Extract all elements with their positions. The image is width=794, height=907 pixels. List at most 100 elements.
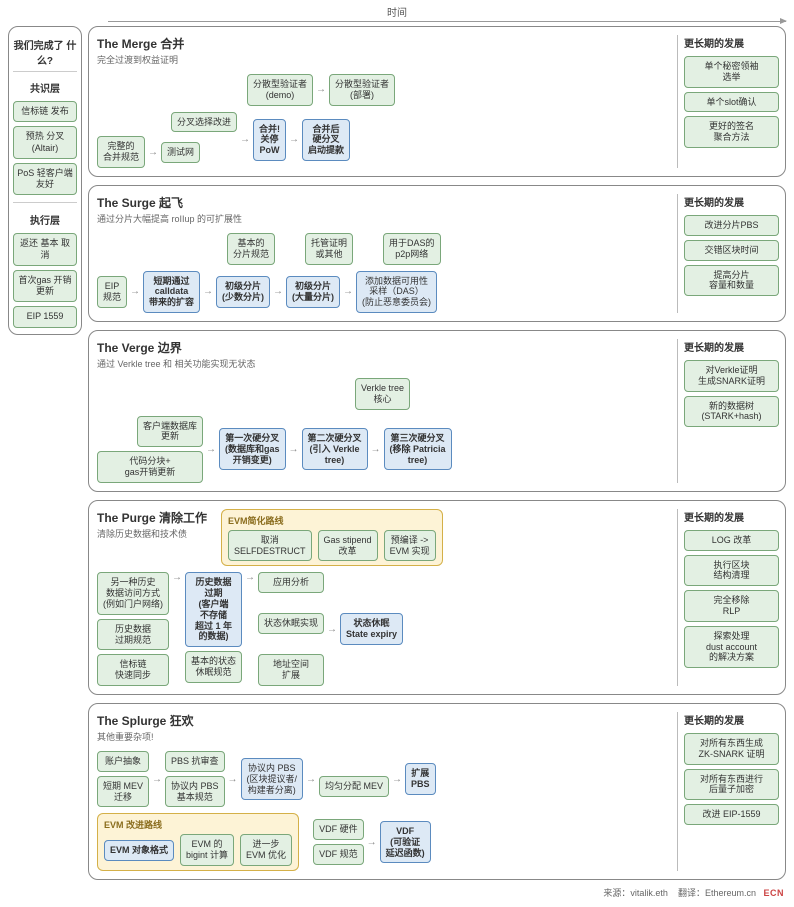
- arrow-icon: →: [288, 134, 300, 145]
- node-milestone: 合并! 关停 PoW: [253, 119, 286, 161]
- arrow-icon: →: [342, 286, 354, 297]
- section-merge: The Merge 合并 完全过渡到权益证明 分散型验证者 (demo)→ 分散…: [88, 26, 786, 177]
- node: 代码分块+ gas开销更新: [97, 451, 203, 483]
- node: 用于DAS的 p2p网络: [383, 233, 441, 265]
- node-milestone: 初级分片 (少数分片): [216, 276, 270, 308]
- node: 预编译 -> EVM 实现: [384, 530, 436, 562]
- node: 历史数据 过期规范: [97, 619, 169, 651]
- arrow-icon: →: [370, 444, 382, 455]
- right-col-title: 更长期的发展: [684, 509, 779, 524]
- node: EIP 规范: [97, 276, 127, 308]
- arrow-icon: →: [326, 624, 338, 635]
- section-title: The Verge 边界: [97, 339, 673, 356]
- right-item: 对所有东西进行 后量子加密: [684, 769, 779, 801]
- arrow-icon: →: [129, 286, 141, 297]
- node: 均匀分配 MEV: [319, 776, 389, 797]
- node: 分散型验证者 (部署): [329, 74, 395, 106]
- right-item: 更好的签名 聚合方法: [684, 116, 779, 148]
- footer-translator: 翻译：Ethereum.cn: [678, 888, 756, 898]
- right-item: 单个秘密领袖 选举: [684, 56, 779, 88]
- right-item: 改进 EIP-1559: [684, 804, 779, 825]
- arrow-icon: →: [151, 774, 163, 785]
- section-title: The Splurge 狂欢: [97, 712, 673, 729]
- arrow-icon: →: [202, 286, 214, 297]
- node: 取消 SELFDESTRUCT: [228, 530, 312, 562]
- arrow-icon: →: [244, 572, 256, 686]
- right-col-title: 更长期的发展: [684, 712, 779, 727]
- section-subtitle: 其他重要杂项!: [97, 730, 673, 743]
- node: VDF 规范: [313, 844, 364, 865]
- node: 地址空间 扩展: [258, 654, 324, 686]
- footer: 来源：vitalik.eth 翻译：Ethereum.cn ECN: [8, 886, 786, 899]
- right-item: 交错区块时间: [684, 240, 779, 261]
- node-milestone: 合并后 硬分叉 启动提款: [302, 119, 350, 161]
- node-milestone: 扩展 PBS: [405, 763, 436, 795]
- node-milestone: 第一次硬分叉 (数据库和gas 开销变更): [219, 428, 286, 470]
- sidebar-layer-consensus: 共识层: [13, 78, 77, 97]
- arrow-icon: →: [366, 837, 378, 848]
- sidebar-item: 首次gas 开销更新: [13, 270, 77, 303]
- node: Gas stipend 改革: [318, 530, 378, 562]
- group-title: EVM简化路线: [228, 514, 436, 527]
- right-col-title: 更长期的发展: [684, 194, 779, 209]
- node: 信标链 快速同步: [97, 654, 169, 686]
- timeline-label: 时间: [8, 4, 786, 19]
- section-purge: The Purge 清除工作 清除历史数据和技术债 EVM简化路线 取消 SEL…: [88, 500, 786, 695]
- evm-simplify-group: EVM简化路线 取消 SELFDESTRUCT Gas stipend 改革 预…: [221, 509, 443, 567]
- node-milestone: 协议内 PBS (区块提议者/ 构建者分离): [241, 758, 304, 800]
- node: 短期 MEV 迁移: [97, 776, 149, 808]
- node: PBS 抗审查: [165, 751, 225, 772]
- sidebar-item: EIP 1559: [13, 306, 77, 327]
- sidebar-item: 预热 分叉 (Altair): [13, 126, 77, 159]
- right-item: 改进分片PBS: [684, 215, 779, 236]
- section-subtitle: 通过 Verkle tree 和 相关功能实现无状态: [97, 357, 673, 370]
- node: 基本的 分片规范: [227, 233, 275, 265]
- node: 完整的 合并规范: [97, 136, 145, 168]
- arrow-icon: →: [227, 774, 239, 785]
- right-item: 探索处理 dust account 的解决方案: [684, 626, 779, 668]
- node: 应用分析: [258, 572, 324, 593]
- group-title: EVM 改进路线: [104, 818, 292, 831]
- section-surge: The Surge 起飞 通过分片大幅提高 roIIup 的可扩展性 基本的 分…: [88, 185, 786, 322]
- arrow-icon: →: [315, 84, 327, 95]
- node: 客户端数据库 更新: [137, 416, 203, 448]
- sidebar-item: 返还 基本 取消: [13, 233, 77, 266]
- node: 账户抽象: [97, 751, 149, 772]
- timeline-arrow: [108, 21, 786, 22]
- node-milestone: VDF (可验证 延迟函数): [380, 821, 431, 863]
- node-milestone: 初级分片 (大量分片): [286, 276, 340, 308]
- node: 另一种历史 数据访问方式 (例如门户网络): [97, 572, 169, 614]
- node-milestone: 第二次硬分叉 (引入 Verkle tree): [302, 428, 368, 470]
- right-item: 单个slot确认: [684, 92, 779, 113]
- node-milestone: 添加数据可用性 采样（DAS） (防止恶意委员会): [356, 271, 437, 313]
- footer-brand: ECN: [763, 888, 784, 898]
- evm-improve-group: EVM 改进路线 EVM 对象格式 EVM 的 bigint 计算 进一步 EV…: [97, 813, 299, 871]
- right-item: LOG 改革: [684, 530, 779, 551]
- sidebar-item: PoS 轻客户端 友好: [13, 163, 77, 196]
- node-milestone: 短期通过 calldata 带来的扩容: [143, 271, 200, 313]
- sidebar-title: 我们完成了 什么?: [13, 33, 77, 72]
- right-item: 提高分片 容量和数量: [684, 265, 779, 297]
- section-title: The Merge 合并: [97, 35, 673, 52]
- node: 状态休眠实现: [258, 613, 324, 634]
- node: 测试网: [161, 142, 200, 163]
- sidebar-item: 信标链 发布: [13, 101, 77, 122]
- node: Verkle tree 核心: [355, 378, 410, 410]
- node: 分散型验证者 (demo): [247, 74, 313, 106]
- sidebar: 我们完成了 什么? 共识层 信标链 发布 预热 分叉 (Altair) PoS …: [8, 26, 82, 335]
- section-subtitle: 通过分片大幅提高 roIIup 的可扩展性: [97, 212, 673, 225]
- node-milestone: EVM 对象格式: [104, 840, 174, 861]
- right-item: 执行区块 结构清理: [684, 555, 779, 587]
- arrow-icon: →: [391, 774, 403, 785]
- node: 协议内 PBS 基本规范: [165, 776, 225, 808]
- node-milestone: 状态休眠 State expiry: [340, 613, 403, 645]
- arrow-icon: →: [171, 572, 183, 686]
- node: EVM 的 bigint 计算: [180, 834, 234, 866]
- right-col-title: 更长期的发展: [684, 339, 779, 354]
- arrow-icon: →: [288, 444, 300, 455]
- footer-source: 来源：vitalik.eth: [603, 888, 668, 898]
- sidebar-layer-execution: 执行层: [13, 210, 77, 229]
- arrow-icon: →: [205, 444, 217, 455]
- section-subtitle: 完全过渡到权益证明: [97, 53, 673, 66]
- node-milestone: 第三次硬分叉 (移除 Patricia tree): [384, 428, 452, 470]
